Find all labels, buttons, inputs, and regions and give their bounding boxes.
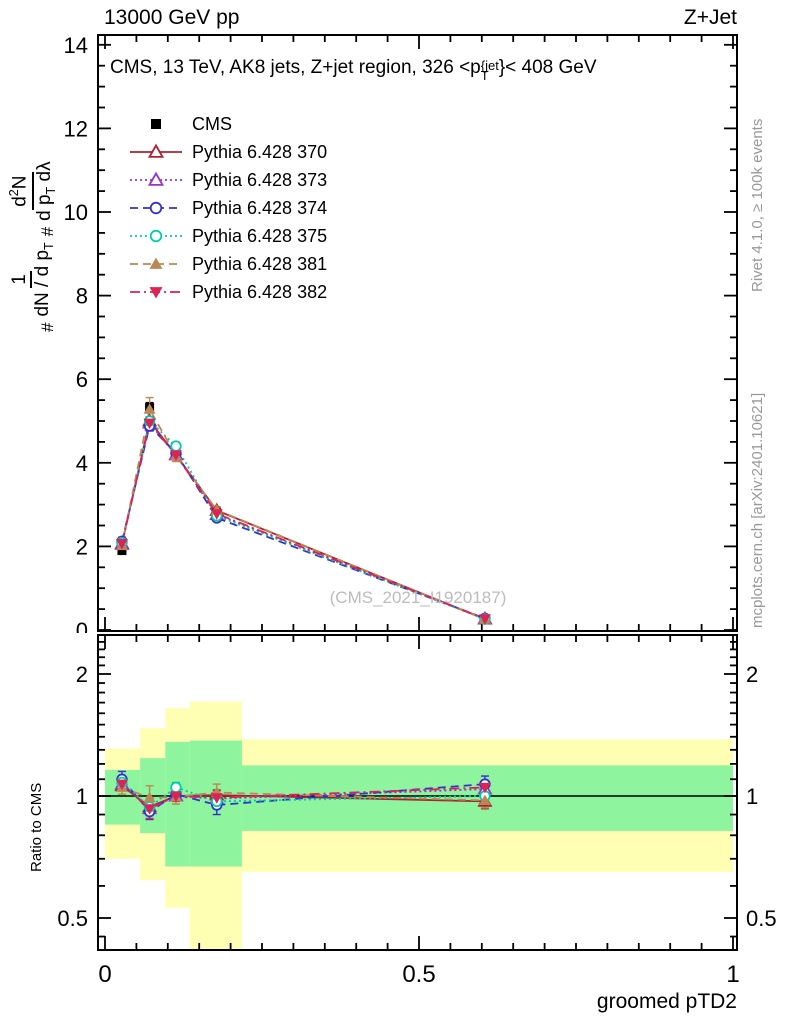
main-y-axis-label: # 1 dN / d pT # d2N d pT dλ [7, 161, 58, 332]
main-y-tick-label: 10 [64, 200, 88, 225]
legend: CMS Pythia 6.428 370 Pythia 6.428 373 Pythi… [128, 110, 327, 306]
legend-item: Pythia 6.428 381 [128, 250, 327, 278]
legend-marker-icon [130, 257, 182, 269]
legend-marker-icon [130, 171, 182, 186]
main-y-tick-label: 2 [76, 534, 88, 559]
x-axis-title: groomed pTD2 [597, 990, 737, 1013]
main-y-tick-label: 0 [76, 618, 88, 633]
title-text: CMS, 13 TeV, AK8 jets, Z+jet region, 326… [110, 57, 481, 78]
main-y-tick-label: 12 [64, 116, 88, 141]
ratio-y-tick-label: 1 [76, 784, 88, 809]
fraction-2: d2N d pT dλ [7, 161, 58, 221]
mcplots-reference-label: mcplots.cern.ch [arXiv:2401.10621] [749, 392, 766, 628]
analysis-region-label: Z+Jet [683, 6, 737, 29]
x-tick-label: 1 [726, 961, 739, 988]
plot-title: CMS, 13 TeV, AK8 jets, Z+jet region, 326… [110, 57, 597, 83]
legend-item: Pythia 6.428 373 [128, 166, 327, 194]
main-plot: 0 2 4 6 8 10 12 14 [64, 33, 738, 633]
rivet-version-label: Rivet 4.1.0, ≥ 100k events [749, 118, 766, 292]
legend-item-label: Pythia 6.428 382 [192, 281, 328, 302]
legend-marker-icon [130, 287, 182, 299]
legend-item: Pythia 6.428 374 [128, 194, 327, 222]
main-y-tick-label: 6 [76, 367, 88, 392]
legend-item-label: Pythia 6.428 370 [192, 141, 328, 162]
ratio-y-tick-label-right: 0.5 [746, 906, 777, 931]
fraction-1: 1 dN / d pT [8, 242, 57, 317]
legend-item: CMS [128, 110, 327, 138]
legend-marker-icon [130, 143, 182, 158]
legend-item: Pythia 6.428 370 [128, 138, 327, 166]
main-y-tick-label: 8 [76, 284, 88, 309]
title-text-end: }< 408 GeV [498, 57, 597, 78]
main-series [114, 396, 493, 625]
legend-marker-icon [130, 229, 182, 243]
main-y-tick-label: 4 [76, 451, 88, 476]
x-tick-label: 0.5 [402, 961, 435, 988]
ratio-y-tick-label-right: 1 [746, 784, 758, 809]
legend-item-label: Pythia 6.428 375 [192, 225, 328, 246]
analysis-id-watermark: (CMS_2021_I1920187) [329, 588, 507, 607]
pt-jet-superscript: {jet T [480, 58, 499, 83]
main-y-tick-label: 14 [64, 33, 88, 58]
legend-item: Pythia 6.428 382 [128, 278, 327, 306]
ratio-series [114, 770, 493, 821]
series-line [121, 406, 486, 620]
ratio-y-tick-label-right: 2 [746, 662, 758, 687]
beam-energy-label: 13000 GeV pp [104, 6, 240, 29]
legend-item-label: Pythia 6.428 374 [192, 197, 328, 218]
uncertainty-bands [105, 701, 734, 950]
ratio-frame [97, 634, 738, 951]
x-tick-label: 0 [98, 961, 111, 988]
ratio-y-tick-label: 2 [76, 662, 88, 687]
main-frame [97, 34, 738, 632]
legend-marker-icon [130, 201, 182, 215]
ratio-y-axis-label: Ratio to CMS [28, 782, 45, 872]
legend-item: Pythia 6.428 375 [128, 222, 327, 250]
legend-marker-icon [151, 119, 161, 129]
ratio-y-tick-label: 0.5 [57, 906, 88, 931]
legend-item-label: Pythia 6.428 381 [192, 253, 328, 274]
legend-item-label: Pythia 6.428 373 [192, 169, 328, 190]
legend-item-label: CMS [192, 113, 232, 134]
